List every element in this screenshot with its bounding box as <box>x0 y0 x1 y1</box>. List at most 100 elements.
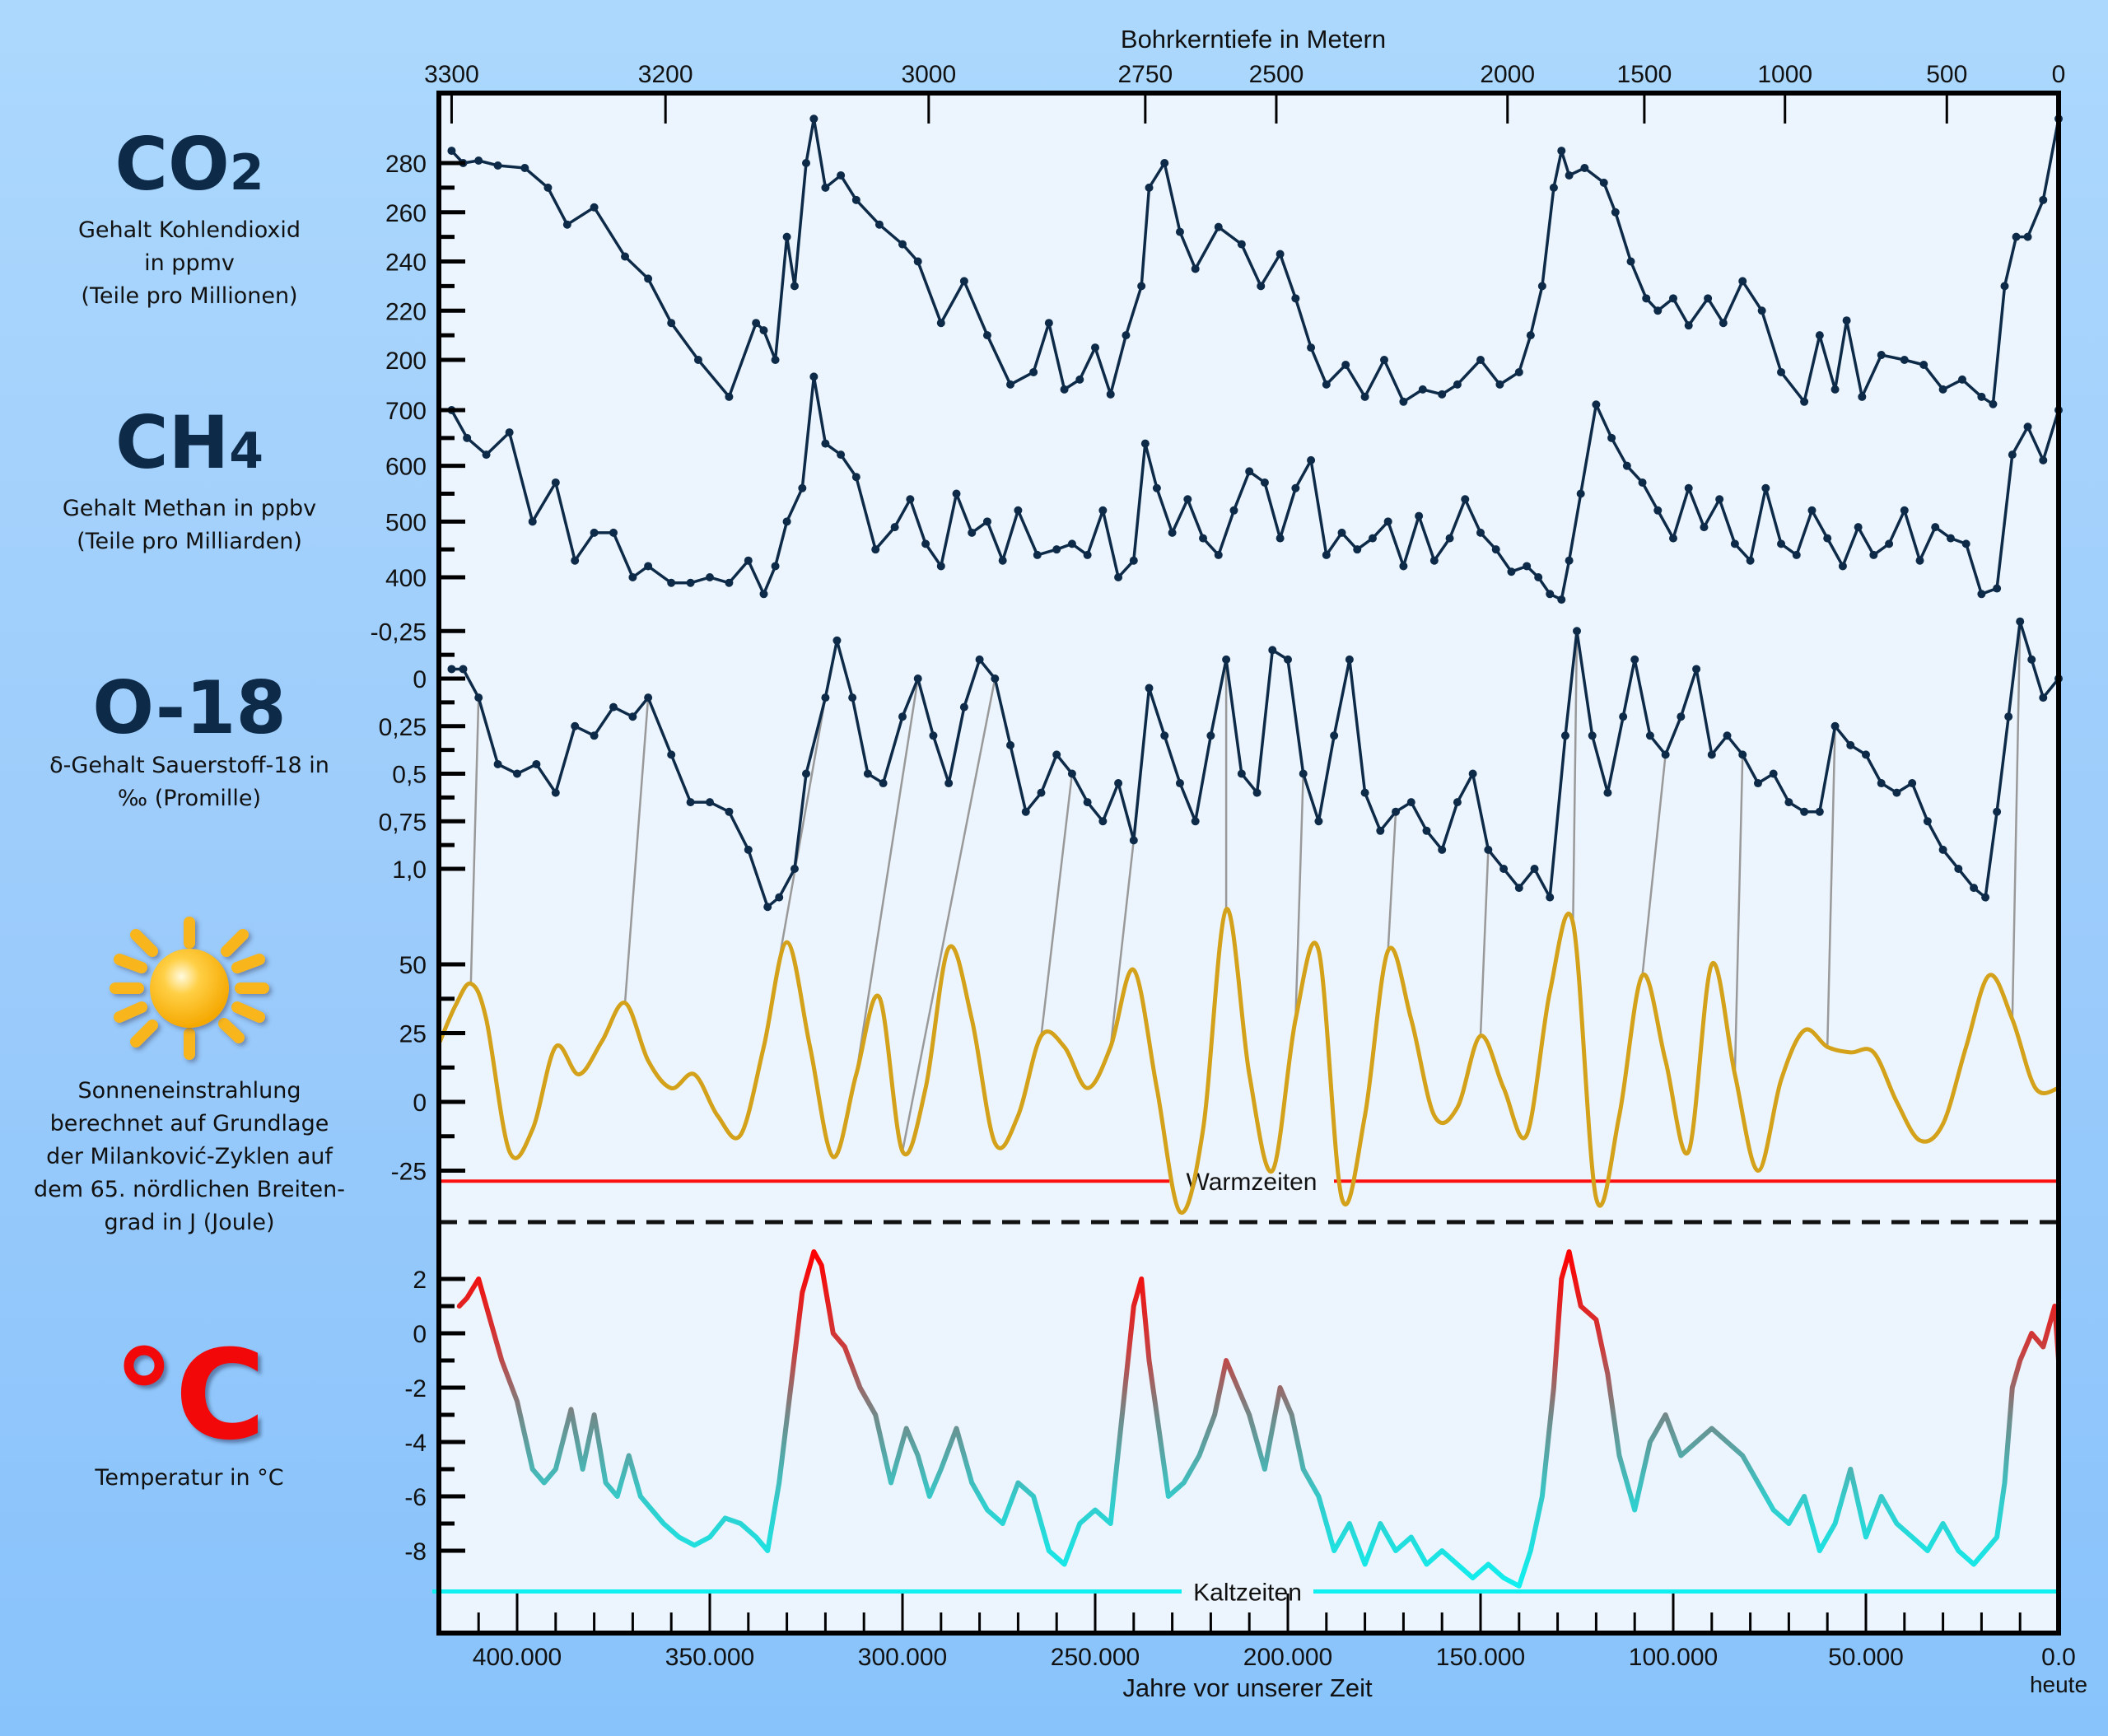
o18-data-point <box>1530 865 1539 873</box>
y-axis-tick-label: -25 <box>391 1159 427 1186</box>
ch4-data-point <box>1014 506 1023 515</box>
co2-data-point <box>1307 343 1316 352</box>
ch4-data-point <box>505 428 514 437</box>
ch4-data-point <box>1700 523 1709 532</box>
ch4-data-point <box>667 578 676 587</box>
y-axis-tick-label: 0 <box>413 1321 427 1348</box>
co2-title: CO2 <box>114 122 264 207</box>
ch4-data-point <box>1445 534 1454 543</box>
co2-data-point <box>1060 385 1069 394</box>
ch4-data-point <box>644 562 653 571</box>
ch4-data-point <box>1033 550 1042 559</box>
ch4-data-point <box>482 450 491 460</box>
ch4-data-point <box>1761 483 1770 492</box>
co2-data-point <box>913 257 922 266</box>
y-axis-tick-label: 500 <box>385 509 427 536</box>
y-axis-tick-label: 220 <box>385 298 427 325</box>
bottom-axis-tick-label: 100.000 <box>1629 1644 1718 1671</box>
top-axis-tick-label: 0 <box>2052 61 2066 88</box>
o18-insolation-connector <box>1040 773 1074 1036</box>
co2-data-point <box>1291 294 1300 303</box>
co2-data-point <box>982 331 991 340</box>
co2-data-point <box>1399 397 1408 406</box>
co2-data-point <box>1565 170 1574 180</box>
top-axis-tick-label: 2750 <box>1117 61 1173 88</box>
co2-data-point <box>1237 240 1246 249</box>
co2-data-point <box>1106 390 1115 399</box>
o18-data-point <box>644 693 653 702</box>
o18-data-point <box>1330 731 1339 740</box>
ch4-data-point <box>1067 539 1076 548</box>
o18-label-block: O-18 δ-Gehalt Sauerstoff-18 in ‰ (Promil… <box>0 667 379 815</box>
co2-data-point <box>1476 356 1485 364</box>
y-axis-tick-label: 0,25 <box>379 714 427 741</box>
ch4-data-point <box>1546 590 1555 599</box>
co2-data-point <box>2039 195 2048 204</box>
o18-insolation-connector <box>1387 811 1397 951</box>
o18-data-point <box>1392 807 1401 816</box>
co2-data-point <box>1557 147 1566 156</box>
bottom-axis-tick-label: 400.000 <box>473 1644 562 1671</box>
ch4-data-point <box>1291 483 1300 492</box>
ch4-data-point <box>1576 489 1585 498</box>
bottom-axis-tick-label: 350.000 <box>665 1644 754 1671</box>
cold-period-label: Kaltzeiten <box>1193 1580 1302 1607</box>
o18-data-point <box>571 721 580 730</box>
co2-data-point <box>1322 380 1331 389</box>
bottom-axis-end-label: heute <box>2030 1672 2087 1697</box>
y-axis-tick-label: 0,75 <box>379 809 427 836</box>
o18-data-point <box>1021 807 1030 816</box>
y-axis-tick-label: 0 <box>413 1090 427 1117</box>
ch4-data-point <box>906 495 915 504</box>
o18-data-point <box>1067 769 1076 778</box>
o18-data-point <box>1222 655 1231 664</box>
ch4-data-point <box>1592 400 1601 409</box>
co2-data-point <box>2000 282 2009 291</box>
o18-data-point <box>1206 731 1215 740</box>
co2-data-point <box>562 220 571 229</box>
o18-data-point <box>609 702 618 712</box>
o18-data-point <box>1006 740 1015 749</box>
ch4-data-point <box>1214 550 1223 559</box>
o18-data-point <box>1908 779 1917 788</box>
ch4-data-point <box>1114 573 1123 581</box>
o18-data-point <box>1677 712 1686 721</box>
ch4-data-point <box>1276 534 1285 543</box>
o18-data-point <box>1129 836 1138 845</box>
co2-data-point <box>667 319 676 328</box>
o18-data-point <box>628 712 637 721</box>
o18-data-point <box>1981 893 1990 902</box>
o18-insolation-connector <box>1109 840 1136 1048</box>
ch4-data-point <box>1854 523 1863 532</box>
y-axis-tick-label: 25 <box>399 1021 427 1048</box>
co2-data-point <box>1526 331 1535 340</box>
co2-data-point <box>447 147 456 156</box>
co2-data-point <box>1704 294 1713 303</box>
o18-data-point <box>744 845 753 854</box>
o18-data-point <box>763 903 772 912</box>
co2-data-point <box>759 326 768 335</box>
ch4-description: Gehalt Methan in ppbv (Teile pro Milliar… <box>62 496 317 554</box>
co2-data-point <box>1719 319 1728 328</box>
y-axis-tick-label: 600 <box>385 454 427 481</box>
ch4-data-point <box>1368 534 1377 543</box>
top-axis-tick-label: 3200 <box>638 61 693 88</box>
o18-data-point <box>706 798 714 807</box>
ch4-data-point <box>821 439 830 448</box>
o18-data-point <box>1923 817 1932 826</box>
ch4-data-point <box>1476 528 1485 537</box>
ch4-data-point <box>890 523 899 532</box>
ch4-data-point <box>1183 495 1192 504</box>
o18-data-point <box>1661 750 1670 759</box>
ch4-data-point <box>1507 567 1516 576</box>
ch4-data-point <box>1885 539 1894 548</box>
o18-data-point <box>2039 693 2048 702</box>
co2-data-point <box>1938 385 1947 394</box>
co2-data-point <box>590 203 599 212</box>
insolation-label-block: Sonneneinstrahlung berechnet auf Grundla… <box>0 910 379 1239</box>
o18-data-point <box>725 807 734 816</box>
co2-data-point <box>1653 306 1663 315</box>
ch4-data-point <box>1869 550 1878 559</box>
co2-data-point <box>1800 397 1809 406</box>
